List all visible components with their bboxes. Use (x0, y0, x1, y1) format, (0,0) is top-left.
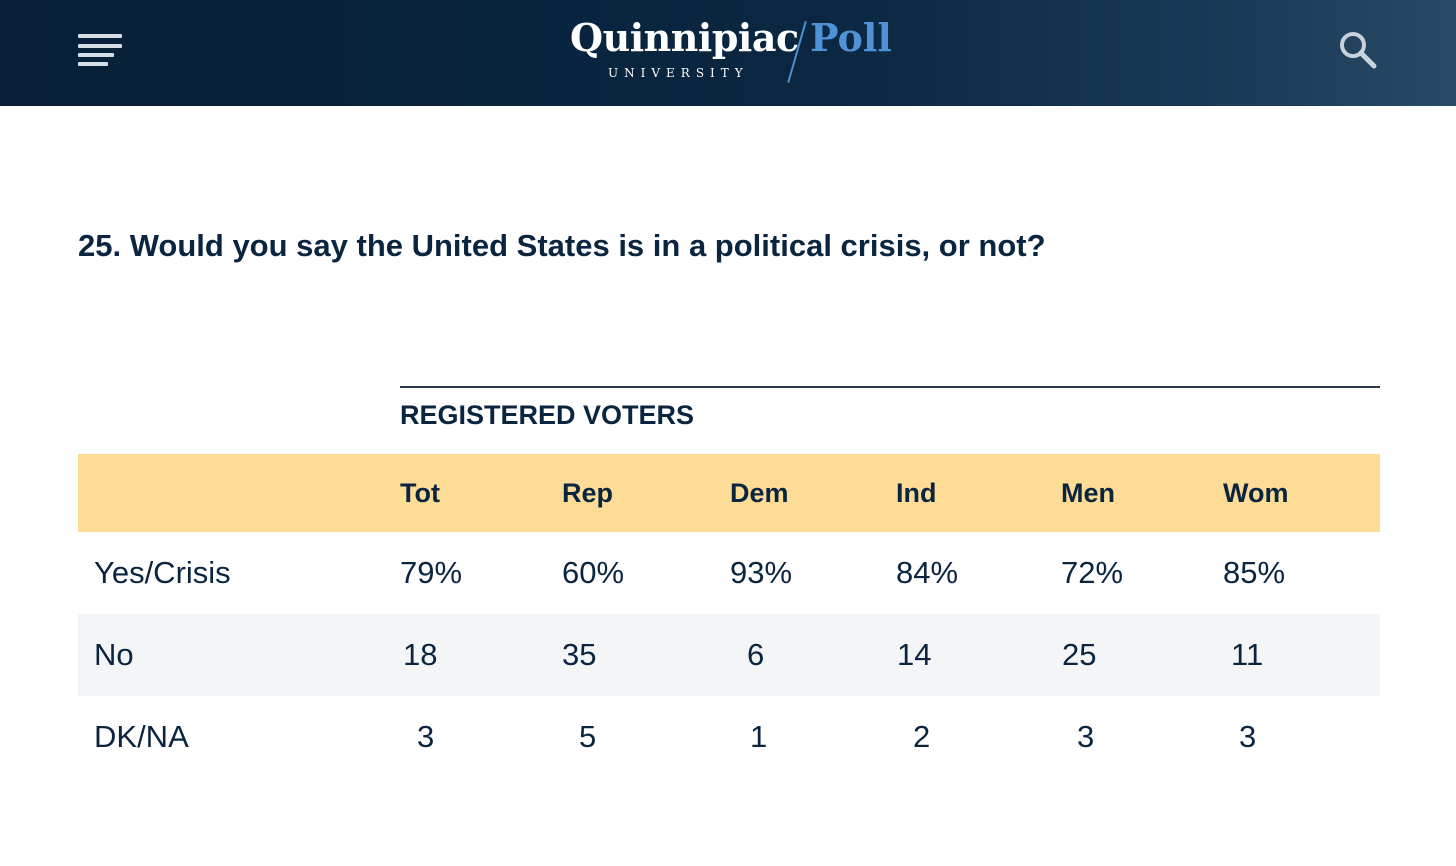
table-cell: 25 (1062, 637, 1097, 672)
logo-university-label: UNIVERSITY (608, 66, 749, 80)
table-cell: 35 (562, 637, 597, 672)
table-cell: 1 (750, 719, 768, 754)
table-cell: 3 (1077, 719, 1095, 754)
table-row-no: No 18 35 6 14 25 11 (78, 614, 1380, 696)
search-icon[interactable] (1338, 30, 1378, 70)
logo-wordmark: Quinnipiac (570, 15, 799, 60)
group-divider-rule (400, 386, 1380, 388)
row-label: DK/NA (94, 719, 189, 754)
question-heading: 25. Would you say the United States is i… (78, 228, 1046, 263)
table-cell: 2 (913, 719, 931, 754)
row-label: No (94, 637, 134, 672)
row-label: Yes/Crisis (94, 555, 231, 590)
table-cell: 5 (579, 719, 597, 754)
table-cell: 18 (403, 637, 438, 672)
table-cell: 93% (730, 555, 793, 590)
table-cell: 11 (1231, 637, 1264, 672)
site-header: Quinnipiac UNIVERSITY Poll (0, 0, 1456, 106)
column-header-rep: Rep (562, 477, 614, 508)
table-cell: 79% (400, 555, 463, 590)
table-cell: 60% (562, 555, 625, 590)
column-header-men: Men (1061, 477, 1115, 508)
table-cell: 3 (417, 719, 435, 754)
table-row-dk-na: DK/NA 3 5 1 2 3 3 (78, 696, 1380, 778)
table-cell: 3 (1239, 719, 1257, 754)
quinnipiac-poll-logo[interactable]: Quinnipiac UNIVERSITY Poll (570, 14, 900, 86)
group-label-registered-voters: REGISTERED VOTERS (400, 400, 695, 430)
table-cell: 6 (747, 637, 765, 672)
hamburger-menu-icon[interactable] (78, 34, 122, 66)
column-header-tot: Tot (400, 477, 440, 508)
table-cell: 72% (1061, 555, 1124, 590)
table-row-yes-crisis: Yes/Crisis 79% 60% 93% 84% 72% 85% (78, 532, 1380, 614)
table-cell: 84% (896, 555, 959, 590)
table-cell: 85% (1223, 555, 1286, 590)
column-header-dem: Dem (730, 477, 789, 508)
column-header-ind: Ind (896, 477, 937, 508)
table-cell: 14 (897, 637, 932, 672)
logo-poll-label: Poll (810, 15, 892, 60)
column-header-wom: Wom (1223, 477, 1289, 508)
table-header-row: Tot Rep Dem Ind Men Wom (78, 454, 1380, 532)
